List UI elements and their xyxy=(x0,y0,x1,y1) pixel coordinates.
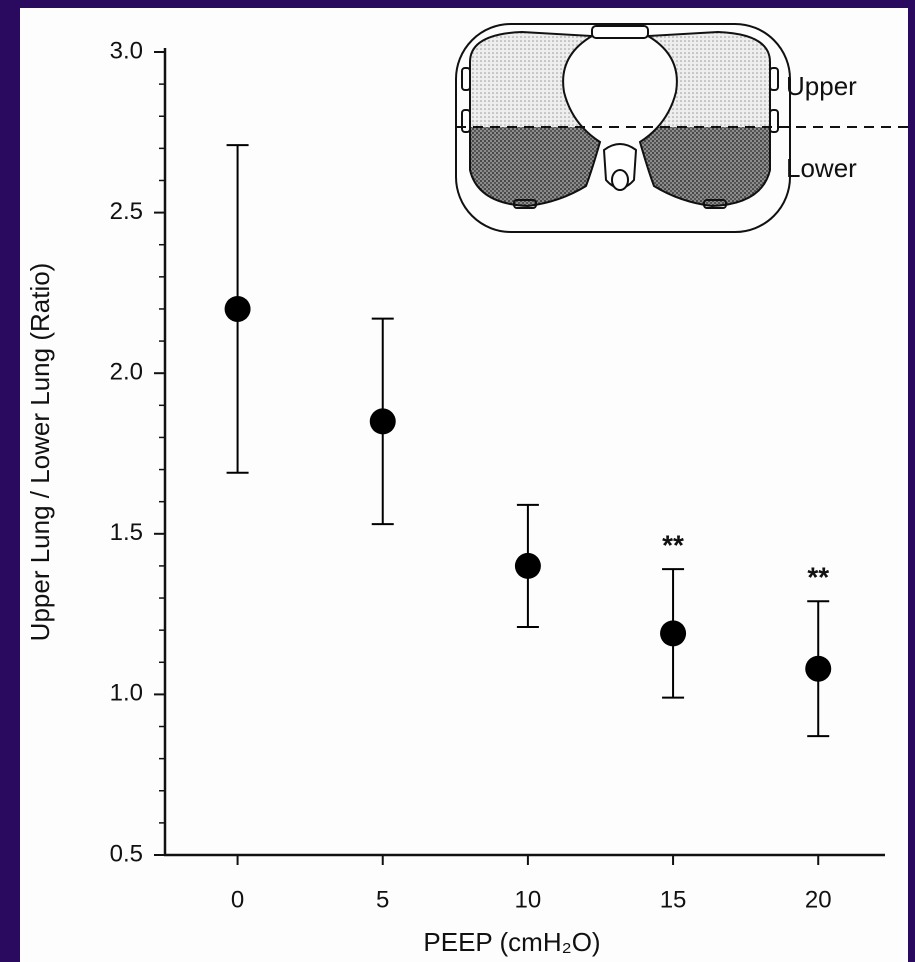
y-axis-label: Upper Lung / Lower Lung (Ratio) xyxy=(25,263,55,642)
x-tick-label: 0 xyxy=(231,886,244,913)
data-point xyxy=(514,552,541,579)
data-point xyxy=(660,620,687,647)
inset-upper-label: Upper xyxy=(786,71,857,101)
y-tick-label: 2.0 xyxy=(110,359,143,386)
x-tick-label: 5 xyxy=(376,886,389,913)
x-axis-label: PEEP (cmH₂O) xyxy=(423,927,600,957)
x-tick-label: 15 xyxy=(660,886,687,913)
annotation: ** xyxy=(807,562,829,593)
y-tick-label: 2.5 xyxy=(110,198,143,225)
data-point xyxy=(805,655,832,682)
y-tick-label: 1.5 xyxy=(110,519,143,546)
y-tick-label: 0.5 xyxy=(110,840,143,867)
y-tick-label: 3.0 xyxy=(110,37,143,64)
x-tick-label: 10 xyxy=(515,886,542,913)
y-tick-label: 1.0 xyxy=(110,680,143,707)
data-point xyxy=(224,295,251,322)
data-point xyxy=(369,408,396,435)
annotation: ** xyxy=(662,530,684,561)
inset-lower-label: Lower xyxy=(786,153,857,183)
x-tick-label: 20 xyxy=(805,886,832,913)
plot-background xyxy=(20,8,908,962)
